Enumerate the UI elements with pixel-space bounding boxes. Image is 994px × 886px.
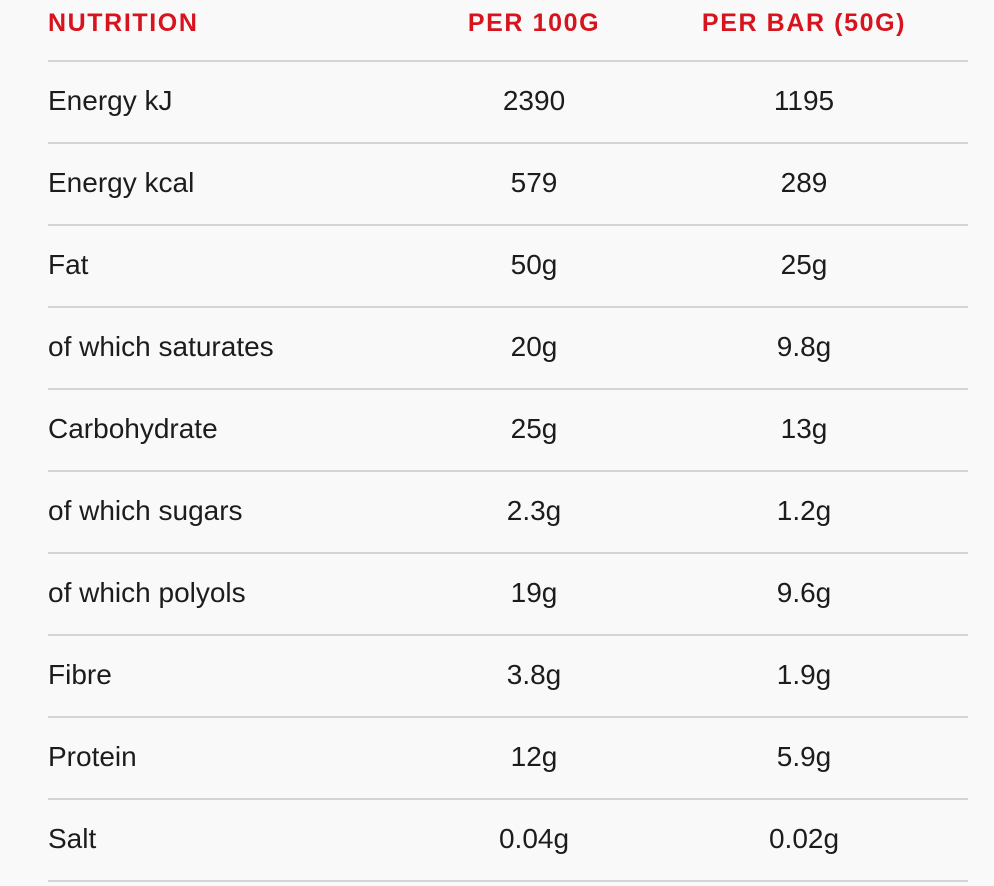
table-row: of which sugars 2.3g 1.2g (48, 472, 968, 554)
value-per-100g: 12g (510, 741, 558, 772)
value-per-bar: 9.6g (776, 577, 832, 608)
nutrient-name: Fat (48, 249, 89, 280)
header-per-bar: PER BAR (50G) (701, 9, 907, 37)
nutrient-name: Carbohydrate (48, 413, 218, 444)
nutrient-name: Energy kcal (48, 167, 195, 198)
value-per-bar: 1195 (773, 85, 835, 116)
table-row: of which polyols 19g 9.6g (48, 554, 968, 636)
value-per-100g: 25g (510, 413, 558, 444)
value-per-bar: 13g (780, 413, 828, 444)
header-per-100g: PER 100G (467, 9, 601, 37)
value-per-100g: 20g (510, 331, 558, 362)
value-per-bar: 1.2g (776, 495, 832, 526)
value-per-bar: 1.9g (776, 659, 832, 690)
table-row: of which saturates 20g 9.8g (48, 308, 968, 390)
value-per-100g: 2390 (502, 85, 566, 116)
header-nutrition: NUTRITION (48, 9, 199, 37)
value-per-bar: 0.02g (768, 823, 840, 854)
nutrient-name: Protein (48, 741, 137, 772)
value-per-100g: 3.8g (506, 659, 562, 690)
value-per-bar: 25g (780, 249, 828, 280)
value-per-100g: 2.3g (506, 495, 562, 526)
value-per-100g: 50g (510, 249, 558, 280)
table-row: Energy kcal 579 289 (48, 144, 968, 226)
value-per-bar: 5.9g (776, 741, 832, 772)
table-row: Energy kJ 2390 1195 (48, 62, 968, 144)
value-per-100g: 579 (510, 167, 558, 198)
value-per-bar: 289 (780, 167, 828, 198)
nutrient-name: of which saturates (48, 331, 274, 362)
nutrient-name: Energy kJ (48, 85, 173, 116)
table-row: Carbohydrate 25g 13g (48, 390, 968, 472)
table-header-row: NUTRITION PER 100G PER BAR (50G) (48, 0, 968, 62)
value-per-bar: 9.8g (776, 331, 832, 362)
table-row: Protein 12g 5.9g (48, 718, 968, 800)
nutrient-name: of which sugars (48, 495, 243, 526)
nutrient-name: of which polyols (48, 577, 246, 608)
nutrient-name: Salt (48, 823, 97, 854)
nutrition-table: NUTRITION PER 100G PER BAR (50G) Energy … (48, 0, 968, 882)
table-row: Fibre 3.8g 1.9g (48, 636, 968, 718)
table-row: Salt 0.04g 0.02g (48, 800, 968, 882)
value-per-100g: 19g (510, 577, 558, 608)
nutrient-name: Fibre (48, 659, 112, 690)
value-per-100g: 0.04g (498, 823, 570, 854)
table-row: Fat 50g 25g (48, 226, 968, 308)
